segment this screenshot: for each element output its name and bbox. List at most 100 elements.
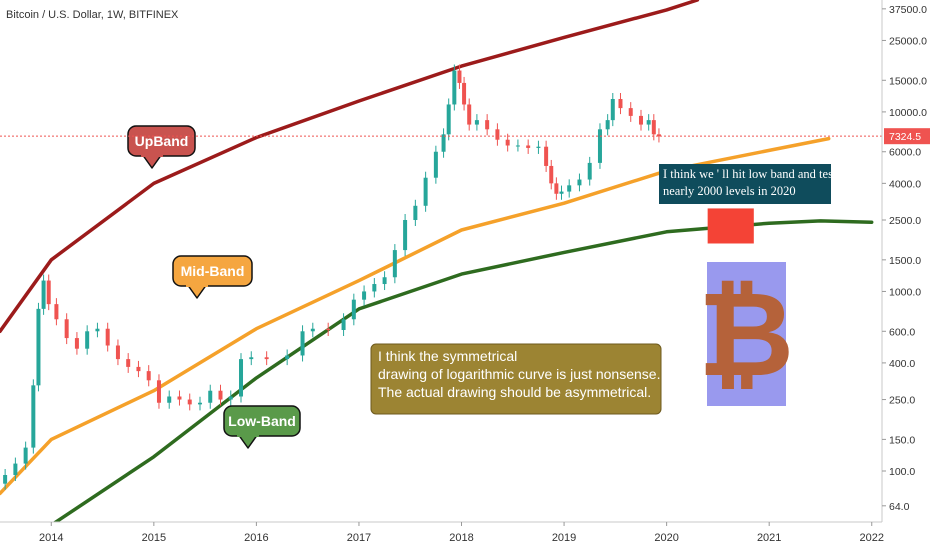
bitcoin-logo-background [707,262,786,406]
upband-callout-label: UpBand [135,133,189,149]
candle-body [115,345,120,360]
candle-body [167,396,172,403]
candle-body [239,359,244,397]
candle-body [495,129,500,140]
target-box [707,208,754,244]
candle-body [3,475,8,484]
y-tick-label: 250.0 [889,395,915,407]
band-curves [0,0,874,527]
candle-body [452,70,457,105]
candle-body [351,299,356,320]
candle-body [285,355,290,360]
upband-curve [0,0,700,334]
opinion-note-box [370,343,662,415]
candle-body [656,134,661,137]
x-tick-label: 2022 [860,532,884,544]
time-axis-background [0,522,932,550]
y-tick-label: 1500.0 [889,255,921,267]
x-tick-label: 2017 [347,532,371,544]
candle-body [264,357,269,360]
candle-body [505,139,510,146]
x-tick-label: 2016 [244,532,268,544]
candle-body [146,371,151,381]
candle-body [41,280,46,309]
candle-body [638,115,643,125]
x-tick-label: 2018 [449,532,473,544]
x-tick-label: 2020 [654,532,678,544]
candle-body [549,165,554,184]
prediction-note-line: nearly 2000 levels in 2020 [663,184,796,198]
candle-body [177,396,182,400]
candle-body [31,385,36,448]
y-tick-label: 15000.0 [889,75,927,87]
price-series [3,64,661,490]
candle-body [597,129,602,163]
candle-body [618,98,623,109]
x-tick-label: 2014 [39,532,63,544]
candle-body [536,146,541,148]
candle-body [156,380,161,403]
candle-body [526,145,531,148]
y-tick-label: 64.0 [889,501,910,513]
candle-body [382,277,387,285]
candle-body [446,104,451,135]
candle-body [515,145,520,147]
candle-body [392,250,397,278]
x-tick-label: 2019 [552,532,576,544]
callouts: UpBand Mid-Band Low-Band I think we ' ll hi… [127,125,837,449]
lowband-callout-tail-cover [237,432,259,437]
candle-body [136,366,141,372]
price-axis-background [882,0,932,550]
lowband-callout-box [223,405,301,437]
candle-body [462,82,467,105]
opinion-note-line: drawing of logarithmic curve is just non… [378,366,660,382]
candle-body [628,108,633,116]
low-band-curve [49,219,874,527]
candle-body [433,151,438,178]
midband-callout-box [172,255,253,287]
chart-title: Bitcoin / U.S. Dollar, 1W, BITFINEX [6,9,179,21]
candle-body [554,183,559,194]
y-tick-label: 1000.0 [889,286,921,298]
candle-body [403,220,408,251]
candle-body [646,120,651,125]
candle-body [651,120,656,135]
candle-body [457,70,462,83]
y-tick-label: 37500.0 [889,4,927,16]
candle-body [95,328,100,332]
y-tick-label: 10000.0 [889,107,927,119]
candle-body [126,359,131,367]
y-tick-label: 25000.0 [889,35,927,47]
y-tick-label: 100.0 [889,466,915,478]
candle-body [372,284,377,292]
y-tick-label: 150.0 [889,434,915,446]
opinion-note-line: I think the symmetrical [378,348,517,364]
candle-body [218,390,223,400]
candle-body [208,390,213,403]
candle-body [228,396,233,400]
y-tick-label: 600.0 [889,326,915,338]
mid-band-curve [0,136,831,496]
candle-body [485,120,490,130]
midband-callout-label: Mid-Band [181,263,245,279]
candle-body [54,304,59,320]
candle-body [310,328,315,332]
candle-body [413,205,418,221]
last-price-tag [884,128,930,145]
candle-body [326,328,331,331]
candle-body [23,447,28,464]
opinion-note-line: The actual drawing should be asymmetrica… [378,384,651,400]
candle-body [197,402,202,405]
prediction-note-line: I think we ' ll hit low band and test [663,167,837,181]
candle-body [85,331,90,349]
candle-body [605,120,610,130]
lowband-callout-label: Low-Band [228,413,296,429]
candle-body [64,319,69,339]
y-tick-label: 400.0 [889,358,915,370]
prediction-note-box [659,164,831,204]
y-tick-label: 6000.0 [889,147,921,159]
candle-body [36,308,41,386]
candle-body [467,104,472,125]
